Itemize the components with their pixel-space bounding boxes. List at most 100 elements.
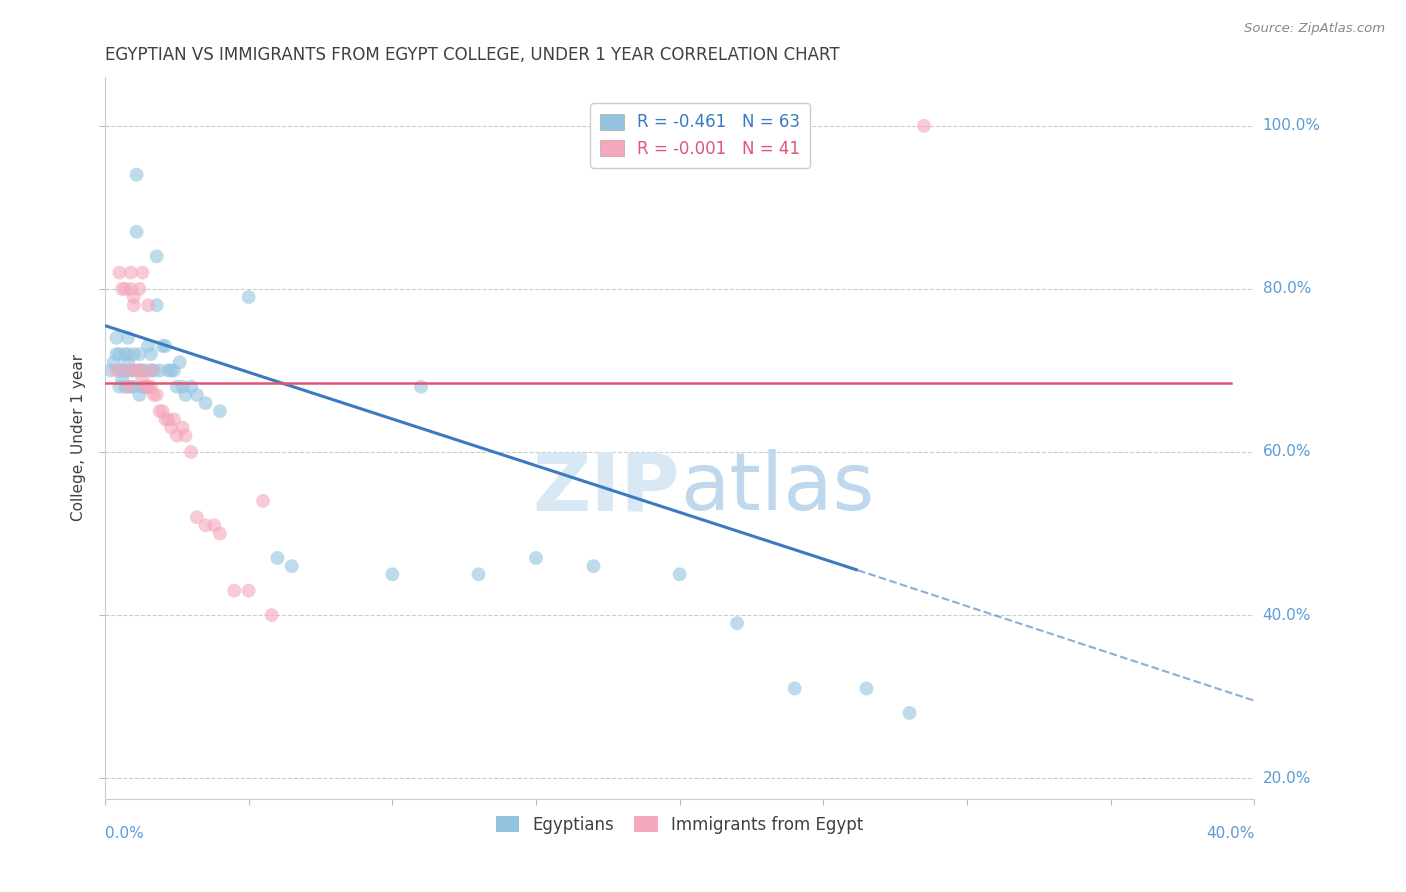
Point: [149, 363, 172, 377]
Point: [157, 412, 180, 426]
Point: [131, 371, 153, 385]
Point: [252, 494, 274, 508]
Text: ZIP: ZIP: [533, 450, 679, 527]
Point: [108, 266, 131, 280]
Point: [160, 420, 183, 434]
Point: [136, 380, 159, 394]
Point: [136, 298, 159, 312]
Point: [122, 290, 145, 304]
Text: 40.0%: 40.0%: [1263, 607, 1310, 623]
Point: [381, 567, 404, 582]
Point: [111, 282, 134, 296]
Point: [524, 551, 547, 566]
Point: [122, 298, 145, 312]
Point: [108, 380, 131, 394]
Text: 20.0%: 20.0%: [1263, 771, 1310, 786]
Point: [180, 445, 202, 459]
Point: [155, 339, 177, 353]
Point: [668, 567, 690, 582]
Text: 0.0%: 0.0%: [105, 826, 143, 841]
Point: [139, 363, 162, 377]
Point: [281, 559, 304, 574]
Point: [157, 363, 180, 377]
Point: [136, 339, 159, 353]
Point: [128, 363, 150, 377]
Point: [145, 249, 167, 263]
Point: [120, 363, 142, 377]
Point: [122, 347, 145, 361]
Point: [172, 380, 194, 394]
Point: [409, 380, 432, 394]
Point: [202, 518, 225, 533]
Point: [139, 380, 162, 394]
Point: [186, 510, 208, 524]
Point: [134, 380, 156, 394]
Point: [131, 266, 153, 280]
Point: [467, 567, 489, 582]
Point: [108, 363, 131, 377]
Point: [122, 363, 145, 377]
Point: [142, 388, 165, 402]
Point: [912, 119, 935, 133]
Point: [260, 608, 283, 623]
Point: [125, 168, 148, 182]
Point: [117, 355, 139, 369]
Point: [166, 428, 188, 442]
Text: EGYPTIAN VS IMMIGRANTS FROM EGYPT COLLEGE, UNDER 1 YEAR CORRELATION CHART: EGYPTIAN VS IMMIGRANTS FROM EGYPT COLLEG…: [105, 46, 839, 64]
Point: [149, 404, 172, 418]
Text: 80.0%: 80.0%: [1263, 281, 1310, 296]
Point: [134, 363, 156, 377]
Point: [105, 363, 128, 377]
Point: [125, 225, 148, 239]
Point: [166, 380, 188, 394]
Text: 60.0%: 60.0%: [1263, 444, 1312, 459]
Text: 100.0%: 100.0%: [1263, 119, 1320, 133]
Text: Source: ZipAtlas.com: Source: ZipAtlas.com: [1244, 22, 1385, 36]
Point: [238, 583, 260, 598]
Point: [128, 282, 150, 296]
Point: [160, 363, 183, 377]
Point: [131, 380, 153, 394]
Point: [163, 363, 186, 377]
Point: [114, 363, 136, 377]
Legend: Egyptians, Immigrants from Egypt: Egyptians, Immigrants from Egypt: [489, 809, 870, 841]
Point: [120, 266, 142, 280]
Point: [128, 388, 150, 402]
Text: atlas: atlas: [679, 450, 875, 527]
Point: [131, 363, 153, 377]
Point: [117, 331, 139, 345]
Point: [725, 616, 748, 631]
Point: [114, 380, 136, 394]
Point: [186, 388, 208, 402]
Point: [172, 420, 194, 434]
Point: [114, 347, 136, 361]
Point: [855, 681, 877, 696]
Point: [103, 355, 125, 369]
Point: [114, 282, 136, 296]
Text: 40.0%: 40.0%: [1206, 826, 1254, 841]
Point: [117, 380, 139, 394]
Point: [163, 412, 186, 426]
Point: [208, 526, 231, 541]
Point: [783, 681, 806, 696]
Point: [139, 363, 162, 377]
Point: [145, 298, 167, 312]
Point: [180, 380, 202, 394]
Point: [120, 380, 142, 394]
Point: [208, 404, 231, 418]
Point: [128, 363, 150, 377]
Point: [105, 331, 128, 345]
Point: [120, 282, 142, 296]
Point: [266, 551, 288, 566]
Point: [238, 290, 260, 304]
Point: [898, 706, 921, 720]
Point: [139, 347, 162, 361]
Point: [145, 388, 167, 402]
Point: [125, 363, 148, 377]
Point: [105, 347, 128, 361]
Point: [224, 583, 246, 598]
Point: [122, 380, 145, 394]
Point: [111, 363, 134, 377]
Y-axis label: College, Under 1 year: College, Under 1 year: [72, 354, 86, 521]
Point: [174, 388, 197, 402]
